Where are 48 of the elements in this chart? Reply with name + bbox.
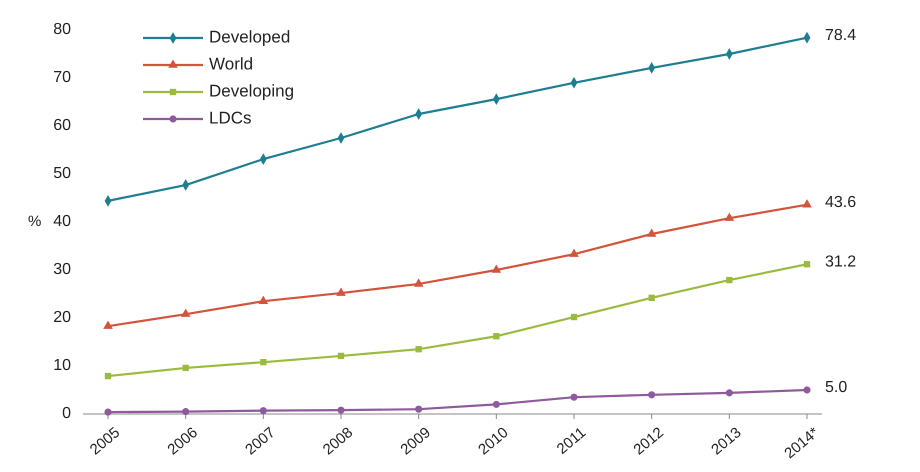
point (258, 296, 268, 304)
point (570, 314, 578, 320)
point (492, 264, 502, 273)
y-tick-label: 0 (62, 405, 72, 422)
point (104, 372, 112, 380)
data-label: 43.6 (825, 194, 856, 211)
point (414, 278, 424, 287)
point (570, 394, 578, 401)
point (104, 408, 112, 416)
y-tick-label: 60 (53, 117, 72, 134)
point (492, 400, 500, 408)
y-tick-label: 30 (53, 261, 72, 278)
data-label: 78.4 (825, 26, 856, 44)
point (260, 359, 266, 366)
data-label: 31.2 (825, 253, 856, 270)
point (415, 406, 422, 413)
y-tick-label: 80 (53, 21, 72, 38)
y-tick-label: 70 (53, 69, 72, 86)
point (648, 294, 655, 302)
point (416, 346, 422, 352)
y-tick-label: 20 (53, 309, 72, 326)
point (337, 406, 345, 414)
point (338, 352, 344, 360)
point (260, 407, 267, 414)
point (493, 333, 500, 340)
point (804, 261, 810, 268)
point (726, 276, 732, 284)
point (182, 364, 189, 372)
y-tick-label: 10 (53, 357, 72, 374)
point (726, 389, 733, 396)
point (646, 228, 656, 237)
y-tick-label: 40 (53, 213, 72, 230)
y-axis-title: % (28, 212, 42, 230)
legend-label: Developing (209, 81, 294, 100)
point (648, 391, 656, 398)
legend-label: World (209, 54, 254, 74)
legend-label: Developed (209, 27, 290, 46)
point (802, 199, 812, 208)
point (724, 212, 734, 221)
point (803, 386, 811, 394)
point (182, 408, 190, 416)
data-label: 5.0 (825, 379, 848, 396)
point (336, 287, 346, 296)
point (569, 248, 579, 257)
point (180, 308, 190, 317)
point (103, 320, 113, 329)
legend-label: LDCs (209, 108, 252, 128)
y-tick-label: 50 (53, 165, 72, 182)
